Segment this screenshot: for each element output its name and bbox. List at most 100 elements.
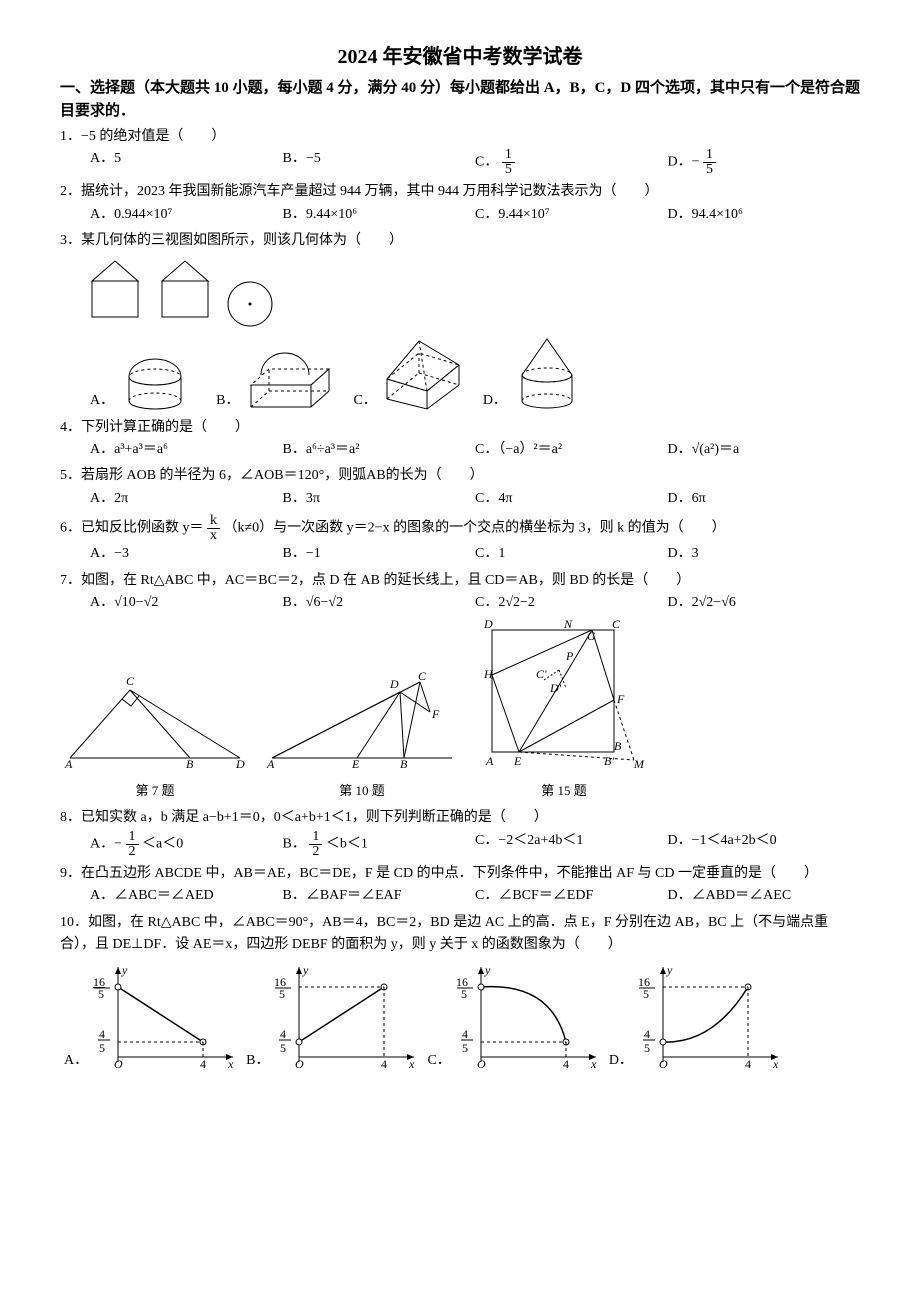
- figure-q10: AEB DCF 第 10 题: [262, 670, 462, 801]
- q3-opt-b: B．: [216, 335, 333, 413]
- q8-a-frac: 12: [126, 830, 139, 859]
- q9-text: 9．在凸五边形 ABCDE 中，AB＝AE，BC＝DE，F 是 CD 的中点．下…: [60, 863, 860, 885]
- question-3: 3．某几何体的三视图如图所示，则该几何体为（ ） A．: [60, 230, 860, 412]
- svg-text:4: 4: [280, 1027, 286, 1041]
- q3-a-label: A．: [90, 390, 114, 412]
- q2-opt-c: C．9.44×10⁷: [475, 204, 668, 226]
- q4-opt-c: C．（−a）²＝a²: [475, 439, 668, 461]
- graph-c-icon: 16 5 4 5 O 4 x y: [451, 962, 601, 1072]
- question-7: 7．如图，在 Rt△ABC 中，AC＝BC＝2，点 D 在 AB 的延长线上，且…: [60, 570, 860, 802]
- question-9: 9．在凸五边形 ABCDE 中，AB＝AE，BC＝DE，F 是 CD 的中点．下…: [60, 863, 860, 908]
- q6-opt-c: C．1: [475, 543, 668, 565]
- q10-opt-d: D． 16 5 4 5 O 4 x y: [609, 962, 783, 1072]
- q8-b-frac: 12: [309, 830, 322, 859]
- svg-text:5: 5: [98, 987, 104, 1001]
- svg-text:4: 4: [462, 1027, 468, 1041]
- exam-title: 2024 年安徽省中考数学试卷: [60, 40, 860, 69]
- q10-d-label: D．: [609, 1050, 633, 1072]
- q1-text: 1．−5 的绝对值是（ ）: [60, 126, 860, 148]
- q1-opt-b: B．−5: [283, 148, 476, 177]
- q10-graphs: A． 16 5 4 5 O 4 x y: [64, 962, 860, 1072]
- svg-text:4: 4: [644, 1027, 650, 1041]
- q3-three-views: [90, 259, 860, 329]
- figure-q15: AE BM B' F CD HNG PC'D' 第 15 题: [474, 620, 654, 801]
- q7-opt-a: A．√10−√2: [90, 592, 283, 614]
- solid-b-icon: [239, 335, 333, 413]
- q2-opt-b: B．9.44×10⁶: [283, 204, 476, 226]
- svg-text:D: D: [389, 677, 399, 691]
- svg-text:E: E: [351, 757, 360, 770]
- question-10: 10．如图，在 Rt△ABC 中，∠ABC＝90°，AB＝4，BC＝2，BD 是…: [60, 912, 860, 1073]
- q1-opt-c: C． 15: [475, 148, 668, 177]
- svg-text:y: y: [302, 963, 309, 977]
- q9-opt-c: C．∠BCF＝∠EDF: [475, 885, 668, 907]
- q1-d-prefix: D．−: [668, 155, 700, 170]
- q6-opt-d: D．3: [668, 543, 861, 565]
- svg-text:5: 5: [461, 987, 467, 1001]
- q5-opt-a: A．2π: [90, 488, 283, 510]
- section-1-heading: 一、选择题（本大题共 10 小题，每小题 4 分，满分 40 分）每小题都给出 …: [60, 77, 860, 122]
- svg-text:C: C: [126, 674, 135, 688]
- q9-opt-d: D．∠ABD＝∠AEC: [668, 885, 861, 907]
- svg-text:4: 4: [200, 1057, 206, 1071]
- q10-opt-b: B． 16 5 4 5 O 4 x y: [246, 962, 419, 1072]
- q10-opt-c: C． 16 5 4 5 O 4 x y: [427, 962, 600, 1072]
- q10-opt-a: A． 16 5 4 5 O 4 x y: [64, 962, 238, 1072]
- svg-text:B: B: [400, 757, 408, 770]
- figure-q7: AB CD 第 7 题: [60, 670, 250, 801]
- q7-opt-b: B．√6−√2: [283, 592, 476, 614]
- svg-text:A: A: [64, 757, 73, 770]
- question-4: 4．下列计算正确的是（ ） A．a³+a³＝a⁶ B．a⁶÷a³＝a² C．（−…: [60, 417, 860, 462]
- solid-d-icon: [507, 335, 587, 413]
- q2-opt-d: D．94.4×10⁶: [668, 204, 861, 226]
- q7-opt-c: C．2√2−2: [475, 592, 668, 614]
- q6-opt-b: B．−1: [283, 543, 476, 565]
- question-6: 6．已知反比例函数 y＝ kx （k≠0）与一次函数 y＝2−x 的图象的一个交…: [60, 514, 860, 565]
- q6-pre: 6．已知反比例函数 y＝: [60, 521, 204, 536]
- svg-text:O: O: [659, 1057, 668, 1071]
- q2-text: 2．据统计，2023 年我国新能源汽车产量超过 944 万辆，其中 944 万用…: [60, 181, 860, 203]
- q5-opt-c: C．4π: [475, 488, 668, 510]
- q1-opt-d: D．− 15: [668, 148, 861, 177]
- q7-text: 7．如图，在 Rt△ABC 中，AC＝BC＝2，点 D 在 AB 的延长线上，且…: [60, 570, 860, 592]
- q4-opt-d: D．√(a²)＝a: [668, 439, 861, 461]
- svg-text:x: x: [408, 1057, 415, 1071]
- q8-a-pre: A．−: [90, 837, 122, 852]
- question-5: 5．若扇形 AOB 的半径为 6，∠AOB＝120°，则弧AB的长为（ ） A．…: [60, 465, 860, 510]
- q5-text: 5．若扇形 AOB 的半径为 6，∠AOB＝120°，则弧AB的长为（ ）: [60, 465, 860, 487]
- q5-opt-d: D．6π: [668, 488, 861, 510]
- svg-text:O: O: [477, 1057, 486, 1071]
- svg-text:O: O: [114, 1057, 123, 1071]
- caption-7: 第 7 题: [60, 781, 250, 802]
- svg-text:x: x: [590, 1057, 597, 1071]
- svg-text:y: y: [484, 963, 491, 977]
- svg-text:B': B': [604, 754, 614, 768]
- q10-c-label: C．: [427, 1050, 450, 1072]
- svg-text:x: x: [227, 1057, 234, 1071]
- q3-opt-a: A．: [90, 335, 196, 413]
- q8-b-post: ＜b＜1: [326, 837, 368, 852]
- svg-text:D: D: [235, 757, 245, 770]
- svg-text:E: E: [513, 754, 522, 768]
- svg-text:C: C: [612, 620, 621, 631]
- q4-text: 4．下列计算正确的是（ ）: [60, 417, 860, 439]
- q4-opt-a: A．a³+a³＝a⁶: [90, 439, 283, 461]
- svg-text:y: y: [666, 963, 673, 977]
- figures-row: AB CD 第 7 题 AEB DCF 第 10 题: [60, 620, 860, 801]
- q3-opt-d: D．: [483, 335, 587, 413]
- graph-d-icon: 16 5 4 5 O 4 x y: [633, 962, 783, 1072]
- q2-opt-a: A．0.944×10⁷: [90, 204, 283, 226]
- solid-c-icon: [377, 335, 463, 413]
- svg-text:4: 4: [381, 1057, 387, 1071]
- q3-b-label: B．: [216, 390, 239, 412]
- svg-text:C': C': [536, 667, 547, 681]
- q3-d-label: D．: [483, 390, 507, 412]
- q7-opt-d: D．2√2−√6: [668, 592, 861, 614]
- question-1: 1．−5 的绝对值是（ ） A．5 B．−5 C． 15 D．− 15: [60, 126, 860, 177]
- q9-opt-b: B．∠BAF＝∠EAF: [283, 885, 476, 907]
- svg-text:M: M: [633, 757, 645, 770]
- svg-text:4: 4: [563, 1057, 569, 1071]
- q10-text: 10．如图，在 Rt△ABC 中，∠ABC＝90°，AB＝4，BC＝2，BD 是…: [60, 912, 860, 957]
- q1-d-fraction: 15: [703, 148, 716, 177]
- svg-text:D: D: [483, 620, 493, 631]
